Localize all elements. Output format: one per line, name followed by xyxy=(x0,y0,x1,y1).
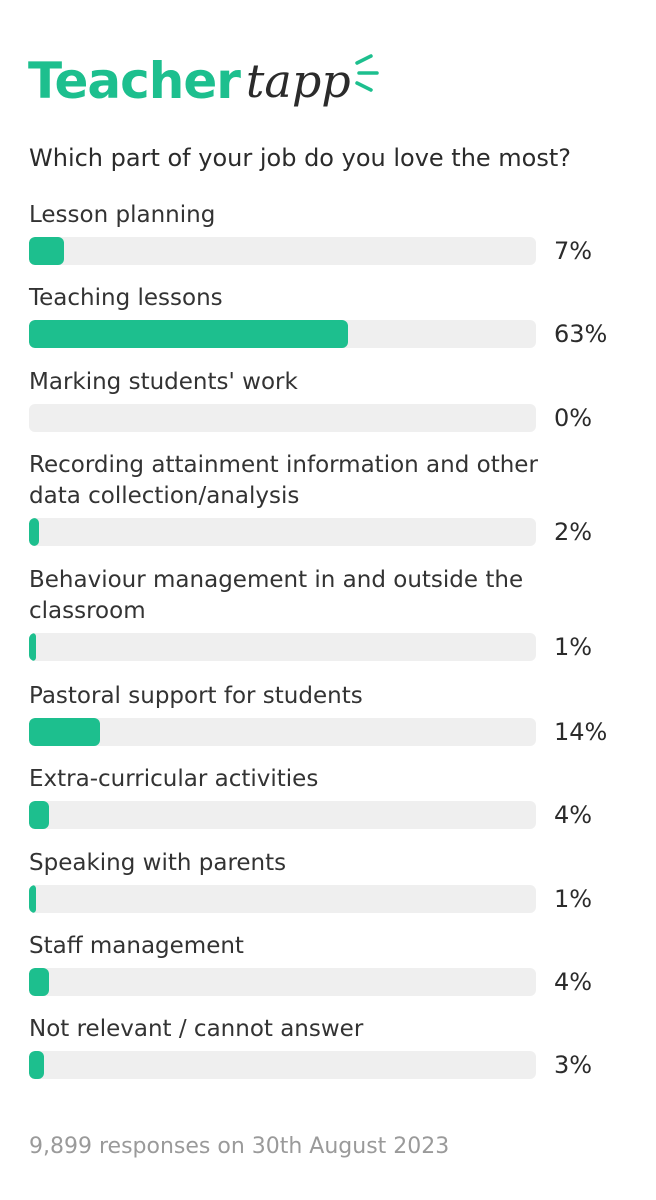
bar-row: Lesson planning 7% xyxy=(29,200,629,265)
bar-line: 3% xyxy=(29,1051,629,1079)
bar-value-label: 4% xyxy=(554,801,593,829)
bar-track xyxy=(29,237,536,265)
bar-row: Not relevant / cannot answer 3% xyxy=(29,1014,629,1079)
bar-row: Pastoral support for students 14% xyxy=(29,681,629,746)
bar-track xyxy=(29,518,536,546)
bar-track xyxy=(29,320,536,348)
bar-line: 14% xyxy=(29,718,629,746)
bar-fill xyxy=(29,633,36,661)
bar-track xyxy=(29,801,536,829)
bar-line: 4% xyxy=(29,801,629,829)
bar-fill xyxy=(29,237,64,265)
bar-label: Not relevant / cannot answer xyxy=(29,1016,364,1042)
bar-value-label: 0% xyxy=(554,404,593,432)
bar-row: Speaking with parents 1% xyxy=(29,848,629,913)
bar-track xyxy=(29,885,536,913)
bar-fill xyxy=(29,718,100,746)
bar-track xyxy=(29,633,536,661)
bar-value-label: 7% xyxy=(554,237,593,265)
bar-line: 0% xyxy=(29,404,629,432)
bar-value-label: 63% xyxy=(554,320,608,348)
logo-word-tapp: tapp xyxy=(245,54,351,108)
bar-line: 2% xyxy=(29,518,629,546)
responses-footer: 9,899 responses on 30th August 2023 xyxy=(29,1134,450,1159)
bar-value-label: 3% xyxy=(554,1051,593,1079)
bar-fill xyxy=(29,320,348,348)
bar-line: 1% xyxy=(29,633,629,661)
bar-row: Staff management 4% xyxy=(29,931,629,996)
bar-label: Teaching lessons xyxy=(29,285,223,311)
bar-fill xyxy=(29,518,39,546)
bar-value-label: 14% xyxy=(554,718,608,746)
bar-fill xyxy=(29,1051,44,1079)
bar-label: Recording attainment information and oth… xyxy=(29,452,538,509)
teachertapp-logo: Teacher tapp xyxy=(28,42,381,112)
logo-word-teacher: Teacher xyxy=(28,52,241,110)
bar-track xyxy=(29,404,536,432)
bar-label: Staff management xyxy=(29,933,244,959)
bar-row: Teaching lessons 63% xyxy=(29,283,629,348)
bar-line: 4% xyxy=(29,968,629,996)
bar-label: Pastoral support for students xyxy=(29,683,363,709)
bar-line: 63% xyxy=(29,320,629,348)
bar-value-label: 4% xyxy=(554,968,593,996)
bar-track xyxy=(29,718,536,746)
bar-line: 7% xyxy=(29,237,629,265)
bar-label: Lesson planning xyxy=(29,202,216,228)
bar-row: Recording attainment information and oth… xyxy=(29,450,629,546)
chart-title: Which part of your job do you love the m… xyxy=(29,144,572,172)
bar-track xyxy=(29,1051,536,1079)
bar-row: Extra-curricular activities 4% xyxy=(29,764,629,829)
bar-value-label: 1% xyxy=(554,885,593,913)
bar-label: Marking students' work xyxy=(29,369,298,395)
bar-fill xyxy=(29,885,36,913)
bar-value-label: 1% xyxy=(554,633,593,661)
bar-fill xyxy=(29,968,49,996)
spark-lines-icon xyxy=(354,54,379,92)
bar-label: Speaking with parents xyxy=(29,850,287,876)
bar-row: Behaviour management in and outside the … xyxy=(29,565,629,661)
bar-label: Extra-curricular activities xyxy=(29,766,319,792)
bar-fill xyxy=(29,801,49,829)
bar-value-label: 2% xyxy=(554,518,593,546)
bar-line: 1% xyxy=(29,885,629,913)
bar-label: Behaviour management in and outside the … xyxy=(29,567,524,624)
bar-row: Marking students' work 0% xyxy=(29,367,629,432)
bar-track xyxy=(29,968,536,996)
